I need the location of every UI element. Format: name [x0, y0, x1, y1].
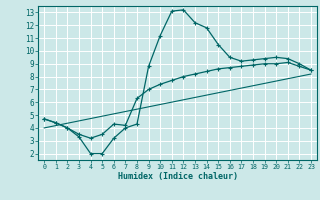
- X-axis label: Humidex (Indice chaleur): Humidex (Indice chaleur): [118, 172, 238, 181]
